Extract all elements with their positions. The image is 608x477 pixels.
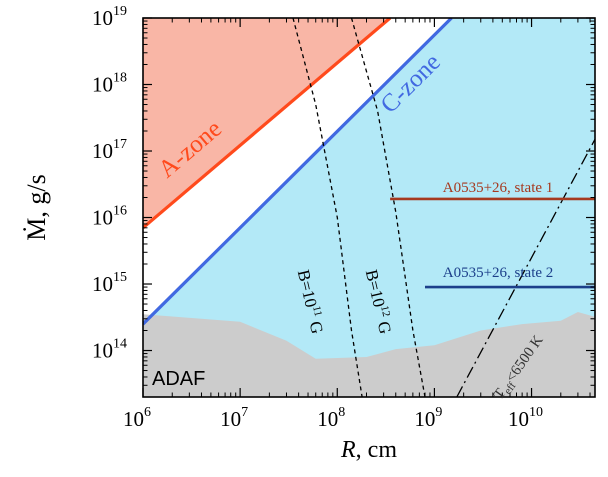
- y-tick-label: 10: [92, 73, 113, 97]
- state-1-label: A0535+26, state 1: [443, 180, 554, 196]
- magnetic-field-line-11: [292, 18, 363, 397]
- magnetic-field-line-12: [350, 18, 426, 397]
- y-tick-exponent: 14: [113, 337, 127, 352]
- y-tick-label: 10: [92, 139, 113, 163]
- y-tick-exponent: 17: [113, 137, 127, 152]
- x-tick-label: 109: [414, 405, 442, 431]
- c-zone-region: [143, 18, 595, 397]
- y-axis-title: Ṁ, g/s: [22, 174, 51, 240]
- y-tick-exponent: 16: [113, 204, 127, 219]
- x-tick-label: 108: [317, 405, 345, 431]
- y-tick-label: 10: [92, 339, 113, 363]
- y-tick-exponent: 19: [113, 4, 127, 19]
- y-tick-exponent: 15: [113, 270, 127, 285]
- adaf-region: [143, 312, 595, 397]
- y-tick-label: 10: [92, 272, 113, 296]
- x-axis-title: R, cm: [340, 437, 397, 463]
- x-tick-label: 106: [123, 405, 151, 431]
- y-tick-label: 10: [92, 206, 113, 230]
- adaf-label: ADAF: [152, 368, 205, 390]
- state-2-label: A0535+26, state 2: [443, 265, 554, 281]
- y-tick-exponent: 18: [113, 71, 127, 86]
- teff-line: [456, 138, 595, 397]
- a-zone-boundary-line: [143, 18, 392, 230]
- y-tick-label: 10: [92, 6, 113, 30]
- x-tick-label: 1010: [508, 405, 543, 431]
- c-zone-boundary-line: [143, 18, 453, 326]
- plot-area: [143, 18, 595, 397]
- x-tick-label: 107: [220, 405, 248, 431]
- plot-frame: [142, 17, 596, 398]
